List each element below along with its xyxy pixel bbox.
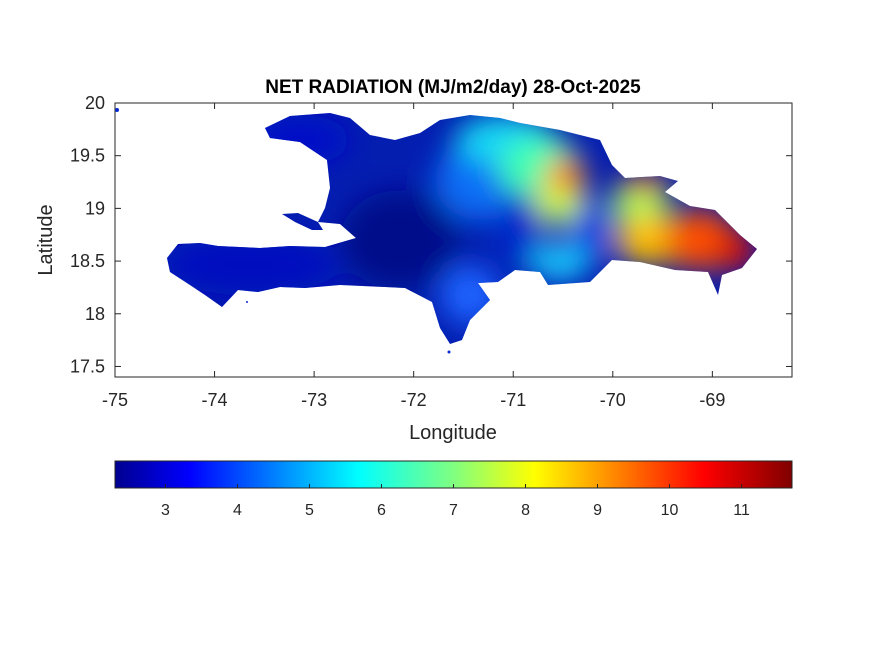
y-tick-label: 19.5 — [70, 146, 105, 166]
y-tick-label: 19 — [85, 198, 105, 218]
x-tick-label: -74 — [202, 390, 228, 410]
x-tick-label: -70 — [600, 390, 626, 410]
colorbar-tick-label: 11 — [733, 502, 750, 519]
x-tick-label: -69 — [699, 390, 725, 410]
chart-title: NET RADIATION (MJ/m2/day) 28-Oct-2025 — [265, 77, 641, 98]
colorbar — [114, 460, 793, 489]
colorbar-tick-label: 3 — [161, 502, 170, 519]
colorbar-tick-label: 5 — [305, 502, 314, 519]
y-tick-label: 17.5 — [70, 356, 105, 376]
colorbar-tick-label: 8 — [521, 502, 530, 519]
x-tick-label: -72 — [401, 390, 427, 410]
x-axis-label: Longitude — [409, 422, 497, 444]
colorbar-tick-label: 6 — [377, 502, 386, 519]
colorbar-tick-label: 7 — [449, 502, 458, 519]
y-tick-label: 20 — [85, 93, 105, 113]
colorbar-ticks: 3 4 5 6 7 8 9 10 11 — [161, 484, 750, 519]
x-tick-label: -75 — [102, 390, 128, 410]
colorbar-tick-label: 10 — [661, 502, 679, 519]
coastal-dot — [115, 108, 119, 112]
coastal-dot — [246, 301, 248, 303]
x-tick-label: -73 — [301, 390, 327, 410]
colorbar-tick-label: 9 — [593, 502, 602, 519]
x-tick-label: -71 — [500, 390, 526, 410]
x-axis: -75 -74 -73 -72 -71 -70 -69 — [102, 103, 725, 410]
y-tick-label: 18.5 — [70, 251, 105, 271]
coastal-dot — [447, 350, 451, 354]
colorbar-tick-label: 4 — [233, 502, 242, 519]
y-axis: 17.5 18 18.5 19 19.5 20 — [70, 93, 792, 376]
y-tick-label: 18 — [85, 304, 105, 324]
y-axis-label: Latitude — [35, 204, 57, 275]
